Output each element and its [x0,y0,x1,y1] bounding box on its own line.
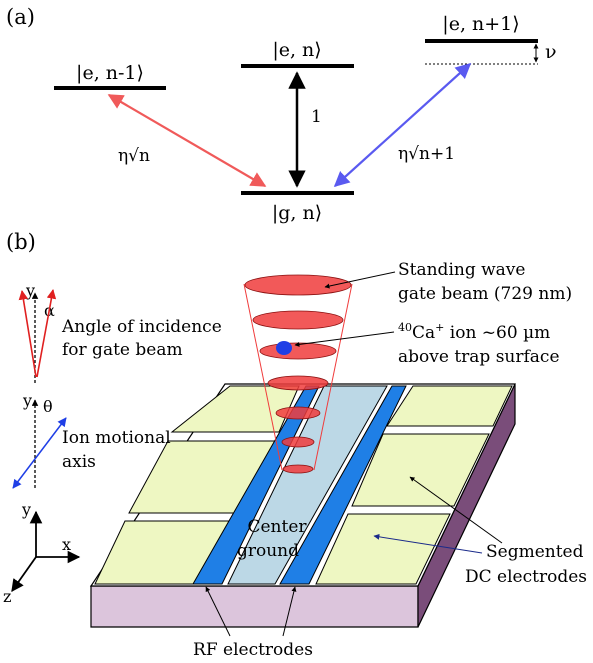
ion-element: Ca [412,323,435,343]
angle-caption-line1: Angle of incidence [61,317,222,337]
theta-label: θ [43,397,53,416]
dc-electrode-right-1 [386,385,513,427]
axis-y-label: y [21,500,31,519]
angle-inset: y α [18,281,57,383]
standing-wave-caption-line1: Standing wave [398,260,525,280]
segmented-caption-line2: DC electrodes [465,567,587,587]
axis-z-label: z [3,587,11,606]
label-e-n-minus: |e, n-1⟩ [76,62,144,84]
standing-wave-caption-line2: gate beam (729 nm) [398,284,572,304]
carrier-strength-label: 1 [311,107,322,127]
segmented-pointer-lower [373,533,483,554]
label-e-n: |e, n⟩ [272,39,321,61]
detuning-label: ν [545,41,557,63]
panel-a: (a) |e, n-1⟩ |e, n⟩ |e, n+1⟩ |g, n⟩ 1 η√… [6,5,557,224]
motional-axis-inset: y θ [12,391,67,489]
beam-cone-left-edge [243,283,283,471]
beam-cone-right-edge [313,283,353,471]
segmented-caption-line1: Segmented [486,542,584,562]
beam-antinode-3 [259,342,337,360]
beam-antinode-1 [244,274,352,296]
rf-pointer-right [282,586,297,637]
center-ground-electrode [227,385,388,585]
label-e-n-plus: |e, n+1⟩ [442,13,519,35]
beam-antinode-2 [252,310,344,330]
panel-b: (b) [3,230,587,660]
beam-antinode-7 [282,464,314,474]
trap-chip [89,383,516,628]
beam-antinode-4 [267,375,329,391]
y-label-top: y [25,281,35,300]
motional-caption-line2: axis [62,452,96,472]
beam-antinode-6 [281,436,315,448]
gate-beam [243,274,353,474]
rf-pointer-left [205,586,231,637]
standing-wave-pointer [324,271,396,289]
coordinate-axes: y x z [3,500,81,606]
calcium-ion [276,341,292,355]
blue-sideband-label: η√n+1 [398,144,455,164]
beam-antinode-5 [275,406,321,420]
ion-description: ion ~60 µm [444,323,550,343]
dc-electrode-right-3 [315,513,451,585]
rf-electrodes-label: RF electrodes [193,640,313,660]
ion-motional-axis-arrow [12,417,67,489]
axis-z [11,556,37,593]
motional-caption-line1: Ion motional [62,428,171,448]
axis-x-label: x [62,535,71,554]
ion-mass-number: 40 [398,321,412,334]
gate-beam-incident-ray [18,290,37,378]
blue-sideband-arrow [333,62,472,188]
center-ground-label-line1: Center [247,517,307,537]
red-sideband-arrow [107,94,267,187]
dc-electrode-left-1 [170,385,300,433]
panel-b-label: (b) [6,230,36,254]
ion-charge: + [435,321,444,334]
ion-caption-line2: above trap surface [398,347,560,367]
center-ground-label-line2: ground [237,541,299,561]
dc-electrode-right-2 [351,433,490,507]
panel-a-label: (a) [6,5,35,29]
y-label-mid: y [22,391,32,410]
ion-caption-line1: 40Ca+ ion ~60 µm [398,321,550,343]
red-sideband-label: η√n [118,146,150,166]
segmented-pointer-upper [409,476,503,544]
rf-electrode-right [279,385,407,585]
angle-caption-line2: for gate beam [62,340,183,360]
ion-pointer [294,331,395,347]
chip-front-face [90,585,419,628]
label-g-n: |g, n⟩ [272,202,322,224]
gate-beam-reflected-ray [36,289,57,378]
